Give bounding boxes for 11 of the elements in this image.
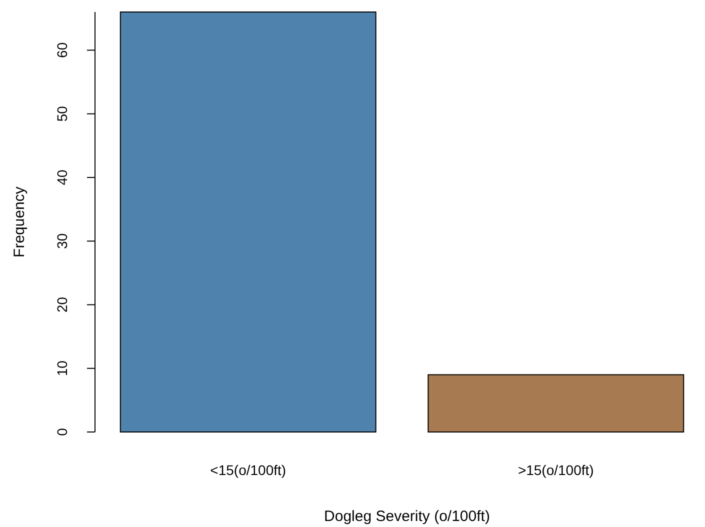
x-tick-label: <15(o/100ft) bbox=[210, 462, 286, 478]
y-axis-title: Frequency bbox=[11, 186, 28, 258]
x-axis-title: Dogleg Severity (o/100ft) bbox=[324, 508, 490, 525]
y-tick-label: 30 bbox=[54, 233, 70, 249]
y-tick-label: 0 bbox=[54, 428, 70, 436]
y-tick-label: 10 bbox=[54, 360, 70, 376]
y-tick-label: 50 bbox=[54, 106, 70, 122]
x-tick-label: >15(o/100ft) bbox=[518, 462, 594, 478]
y-tick-label: 40 bbox=[54, 169, 70, 186]
y-tick-label: 60 bbox=[54, 42, 70, 58]
y-tick-label: 20 bbox=[54, 296, 70, 313]
